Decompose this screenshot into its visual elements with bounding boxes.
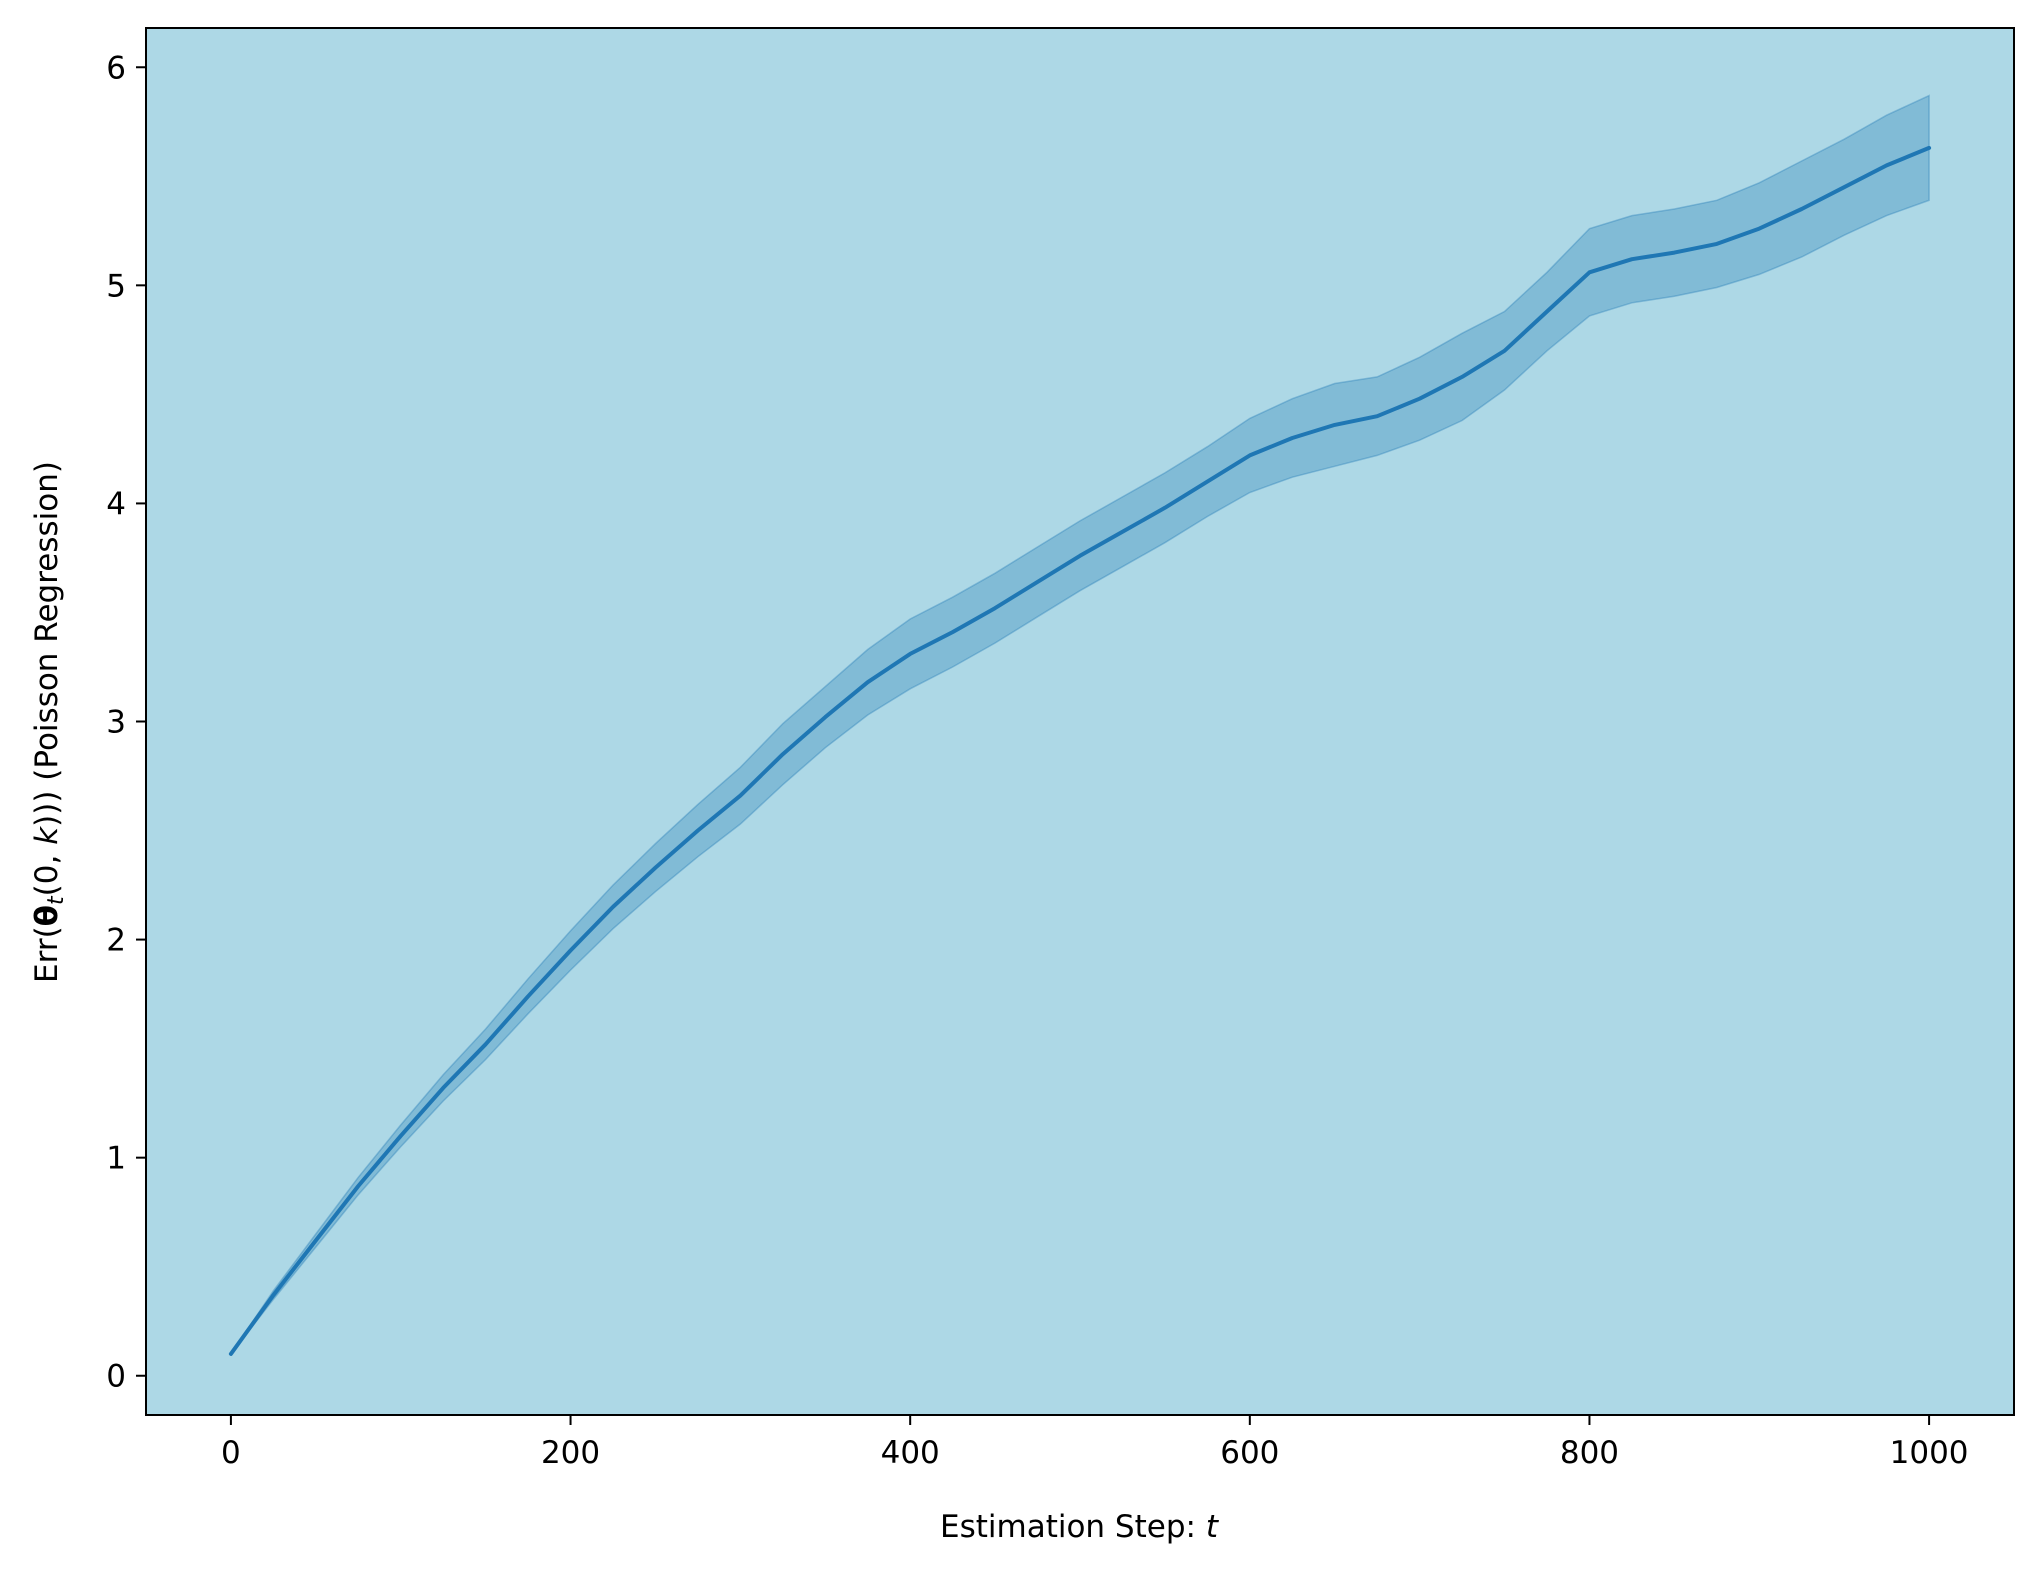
y-tick-label: 3 — [106, 705, 126, 741]
x-tick-label: 600 — [1220, 1435, 1279, 1471]
y-axis-label: Err(θt(0, k))) (Poisson Regression) — [29, 461, 69, 983]
y-tick-label: 6 — [106, 50, 126, 86]
x-tick-label: 1000 — [1890, 1435, 1969, 1471]
y-tick-label: 5 — [106, 268, 126, 304]
x-tick-label: 200 — [541, 1435, 600, 1471]
y-tick-label: 0 — [106, 1359, 126, 1395]
series-line-layer — [228, 145, 1932, 1356]
y-tick-label: 2 — [106, 923, 126, 959]
y-tick-label: 4 — [106, 486, 126, 522]
x-axis-ticks: 0 200 400 600 800 1000 — [221, 1415, 1969, 1471]
y-axis-ticks: 0 1 2 3 4 5 6 — [106, 50, 146, 1395]
series-line — [228, 145, 1932, 1356]
x-axis-label: Estimation Step: t — [940, 1509, 1220, 1545]
x-tick-label: 400 — [881, 1435, 940, 1471]
plot-area — [146, 28, 2014, 1415]
x-tick-label: 800 — [1560, 1435, 1619, 1471]
y-tick-label: 1 — [106, 1141, 126, 1177]
x-tick-label: 0 — [221, 1435, 241, 1471]
